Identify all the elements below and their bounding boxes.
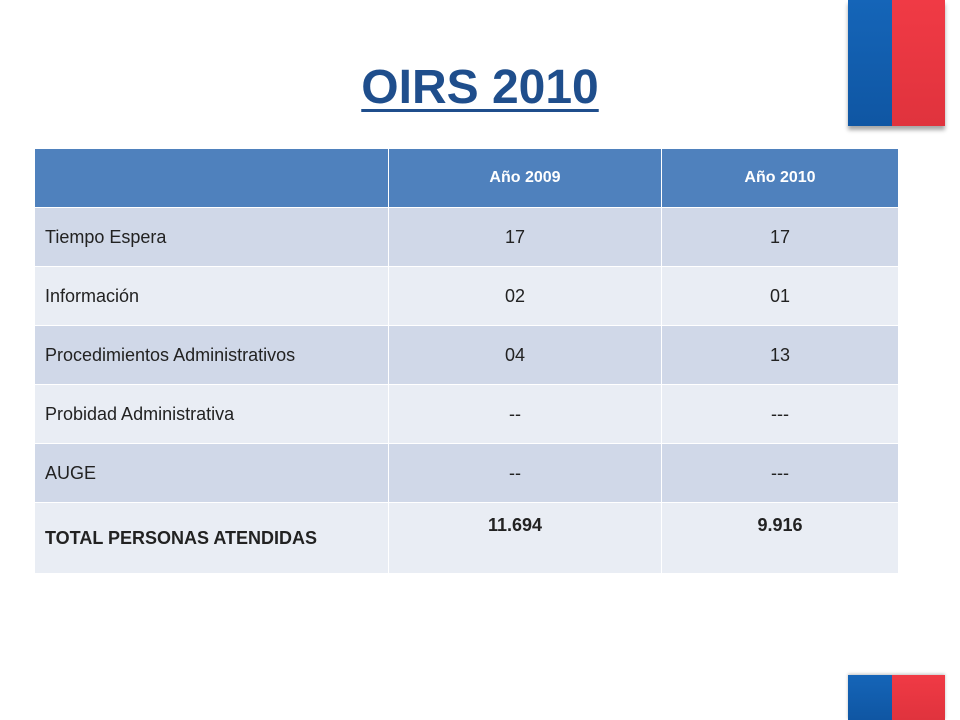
value-2009: 17 — [388, 207, 662, 267]
total-2009: 11.694 — [388, 502, 662, 574]
table-row: Procedimientos Administrativos 04 13 — [34, 325, 899, 385]
total-2010: 9.916 — [661, 502, 899, 574]
value-2010: 13 — [661, 325, 899, 385]
total-label: TOTAL PERSONAS ATENDIDAS — [34, 502, 389, 574]
value-2010: --- — [661, 384, 899, 444]
table-row: AUGE -- --- — [34, 443, 899, 503]
flag-red-stripe — [892, 0, 945, 126]
value-2010: 01 — [661, 266, 899, 326]
page-title-text: OIRS 2010 — [361, 61, 599, 114]
row-label: Procedimientos Administrativos — [34, 325, 389, 385]
table-header-row: Año 2009 Año 2010 — [34, 148, 899, 208]
table-row: Tiempo Espera 17 17 — [34, 207, 899, 267]
flag-blue-stripe — [848, 0, 892, 126]
table-row: Información 02 01 — [34, 266, 899, 326]
row-label: AUGE — [34, 443, 389, 503]
flag-decoration-bottom — [848, 675, 945, 720]
value-2009: -- — [388, 384, 662, 444]
flag-blue-stripe — [848, 675, 892, 720]
value-2010: 17 — [661, 207, 899, 267]
value-2010: --- — [661, 443, 899, 503]
row-label: Información — [34, 266, 389, 326]
table-row: Probidad Administrativa -- --- — [34, 384, 899, 444]
value-2009: -- — [388, 443, 662, 503]
flag-red-stripe — [892, 675, 945, 720]
flag-decoration-top — [848, 0, 945, 126]
header-year-2010: Año 2010 — [661, 148, 899, 208]
row-label: Tiempo Espera — [34, 207, 389, 267]
row-label: Probidad Administrativa — [34, 384, 389, 444]
header-empty-cell — [34, 148, 389, 208]
header-year-2009: Año 2009 — [388, 148, 662, 208]
oirs-table: Año 2009 Año 2010 Tiempo Espera 17 17 In… — [34, 148, 899, 574]
value-2009: 04 — [388, 325, 662, 385]
value-2009: 02 — [388, 266, 662, 326]
total-row: TOTAL PERSONAS ATENDIDAS 11.694 9.916 — [34, 502, 899, 574]
page-title: OIRS 2010 — [0, 60, 960, 115]
